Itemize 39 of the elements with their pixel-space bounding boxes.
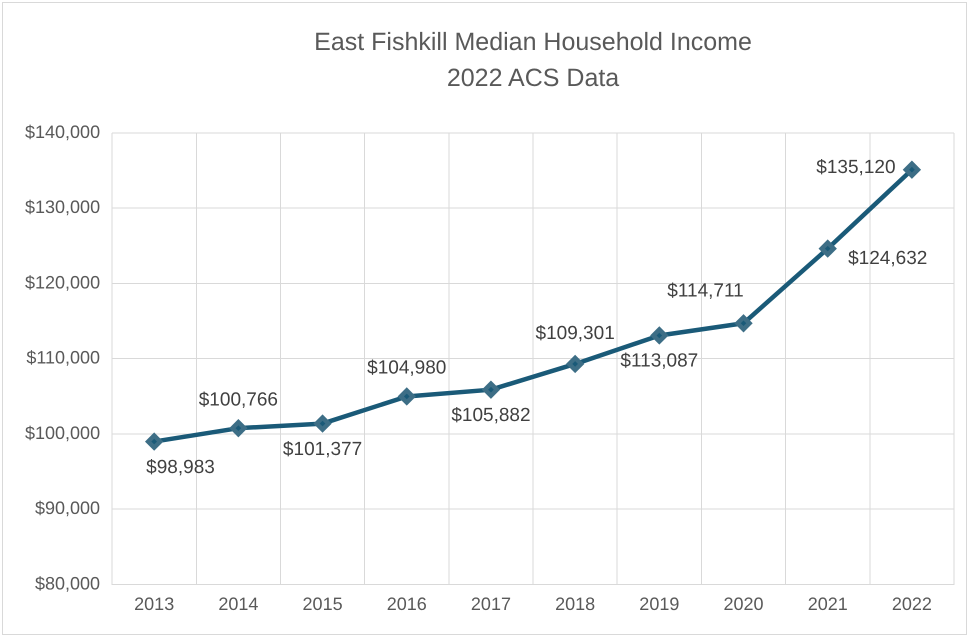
data-label: $113,087 (620, 350, 698, 372)
data-label: $124,632 (848, 248, 928, 269)
x-tick-label: 2015 (302, 594, 343, 614)
point (819, 240, 836, 257)
point (735, 315, 752, 332)
x-tick-label: 2019 (639, 594, 680, 614)
x-tick-label: 2022 (892, 594, 932, 614)
data-label: $104,980 (367, 358, 446, 379)
point (566, 356, 584, 372)
y-tick-label: $80,000 (35, 573, 100, 594)
y-tick-label: $140,000 (25, 122, 100, 142)
text: East Fishkill Median Household Income (314, 28, 752, 56)
data-label: $105,882 (451, 404, 531, 426)
data-label: $135,120 (816, 156, 896, 178)
y-tick-label: $110,000 (26, 348, 100, 368)
data-label: $101,377 (282, 438, 362, 460)
point (398, 388, 415, 405)
x-tick-label: 2013 (134, 594, 174, 614)
point (146, 433, 162, 450)
x-tick-label: 2020 (723, 594, 764, 614)
point (651, 327, 668, 344)
y-tick-label: $120,000 (25, 272, 100, 292)
x-tick-label: 2017 (470, 594, 511, 614)
y-tick-label: $130,000 (25, 197, 100, 218)
y-tick-label: $90,000 (35, 498, 100, 518)
x-tick-label: 2016 (386, 594, 427, 614)
point (904, 161, 920, 178)
data-label: $100,766 (198, 389, 278, 410)
x-tick-label: 2014 (218, 594, 258, 614)
x-tick-label: 2021 (808, 594, 848, 614)
point (230, 420, 247, 436)
point (482, 381, 500, 398)
y-tick-label: $100,000 (25, 422, 100, 443)
data-label: $98,983 (146, 456, 215, 478)
data-label: $109,301 (536, 323, 615, 344)
point (314, 415, 331, 432)
text: 2022 ACS Data (446, 64, 620, 92)
x-tick-label: 2018 (555, 594, 596, 614)
data-label: $114,711 (667, 280, 744, 302)
